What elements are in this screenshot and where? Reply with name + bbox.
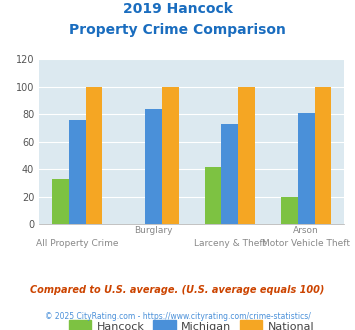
Text: Property Crime Comparison: Property Crime Comparison	[69, 23, 286, 37]
Text: © 2025 CityRating.com - https://www.cityrating.com/crime-statistics/: © 2025 CityRating.com - https://www.city…	[45, 312, 310, 321]
Bar	[162, 87, 179, 224]
Bar	[222, 124, 238, 224]
Text: Arson: Arson	[293, 226, 319, 235]
Bar	[52, 179, 69, 224]
Text: Compared to U.S. average. (U.S. average equals 100): Compared to U.S. average. (U.S. average …	[30, 285, 325, 295]
Text: 2019 Hancock: 2019 Hancock	[122, 2, 233, 16]
Bar	[298, 113, 315, 224]
Text: Larceny & Theft: Larceny & Theft	[194, 239, 266, 248]
Text: Burglary: Burglary	[134, 226, 173, 235]
Bar	[281, 197, 298, 224]
Bar	[69, 120, 86, 224]
Bar	[205, 167, 222, 224]
Text: All Property Crime: All Property Crime	[36, 239, 119, 248]
Text: Motor Vehicle Theft: Motor Vehicle Theft	[262, 239, 350, 248]
Bar	[145, 109, 162, 224]
Bar	[86, 87, 102, 224]
Bar	[238, 87, 255, 224]
Legend: Hancock, Michigan, National: Hancock, Michigan, National	[64, 316, 319, 330]
Bar	[315, 87, 331, 224]
